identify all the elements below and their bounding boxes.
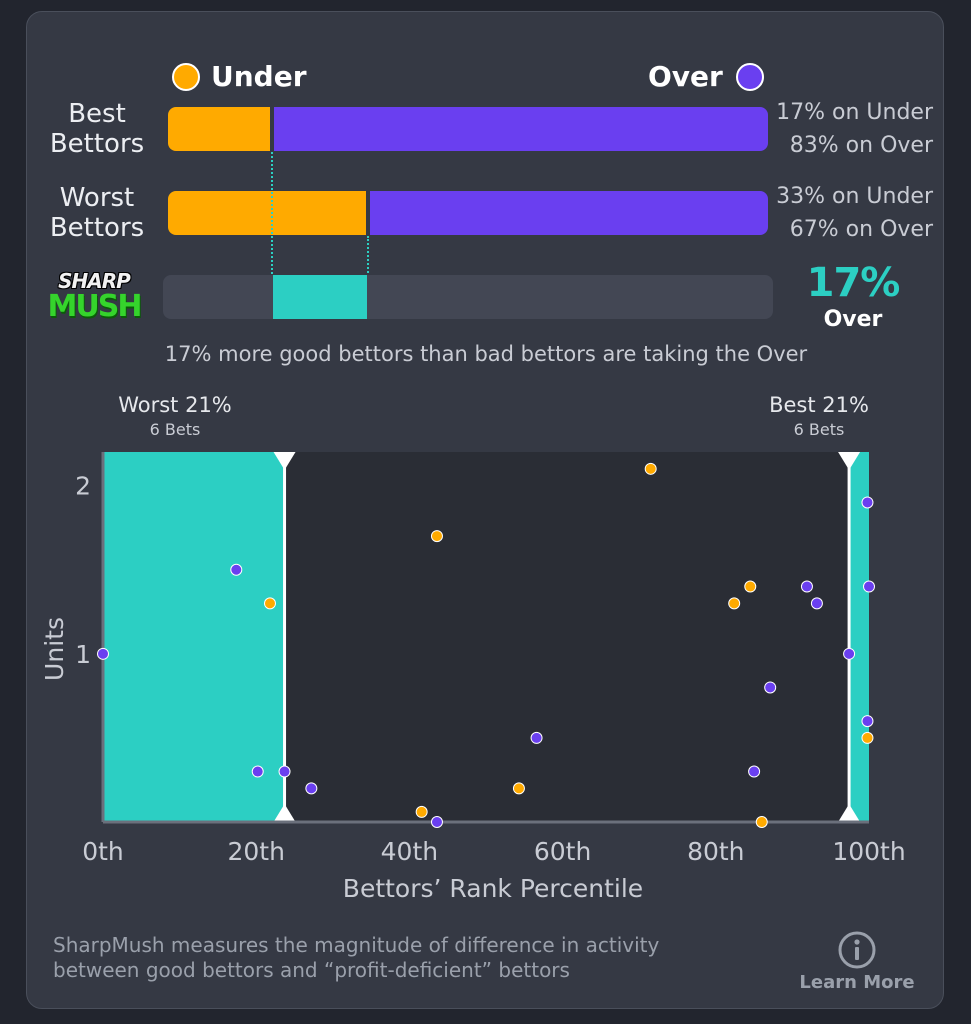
worst-bottom-handle [273,804,296,822]
sharpmush-logo-top: SHARP [58,269,131,293]
y-tick-label: 1 [75,640,91,669]
over-point [230,563,243,576]
under-point [728,597,741,610]
footer-line2: between good bettors and “profit-deficie… [53,958,570,982]
best-bettors-label: Best Bettors [37,99,157,159]
best-label-line1: Best [68,99,126,129]
best-bar-gap [270,107,274,151]
x-axis-title: Bettors’ Rank Percentile [343,874,643,903]
over-point [764,681,777,694]
under-point [644,462,657,475]
worst-region-sublabel: 6 Bets [150,420,201,439]
info-icon [838,931,876,969]
under-legend-dot [172,63,200,91]
worst-region-label: Worst 21% [118,393,232,417]
sharpmush-track [163,275,773,319]
best-bettors-bar [168,107,768,151]
over-legend-label: Over [648,60,723,93]
worst-region [103,452,285,822]
over-point [530,731,543,744]
over-point [430,816,443,828]
over-point [278,765,291,778]
over-point [863,580,875,593]
sharpmush-card: Under Over Best Bettors 17% on Under 83%… [26,11,944,1009]
x-tick-label: 80th [687,837,744,866]
worst-over-segment [370,191,768,235]
best-bettors-pct: 17% on Under 83% on Over [763,96,933,162]
under-point [430,530,443,543]
best-label-line2: Bettors [49,129,145,159]
worst-bar-gap [366,191,370,235]
over-point [97,647,109,660]
worst-label-line2: Bettors [49,213,145,243]
sharpmush-logo-bottom: MUSH [47,289,143,324]
footer-description: SharpMush measures the magnitude of diff… [53,933,773,983]
best-bottom-handle [838,804,861,822]
worst-under-text: 33% on Under [776,184,933,209]
best-split-connector [271,152,273,302]
x-tick-label: 100th [832,837,905,866]
worst-over-text: 67% on Over [789,217,933,242]
over-point [305,782,318,795]
over-point [861,496,874,509]
under-point [861,731,874,744]
worst-bettors-pct: 33% on Under 67% on Over [763,180,933,246]
over-point [861,715,874,728]
footer-line1: SharpMush measures the magnitude of diff… [53,933,660,957]
learn-more-button[interactable]: Learn More [797,930,917,996]
under-point [512,782,525,795]
worst-bettors-bar [168,191,768,235]
over-point [251,765,264,778]
over-point [810,597,823,610]
x-tick-label: 60th [534,837,591,866]
over-point [843,647,856,660]
worst-bettors-label: Worst Bettors [37,183,157,243]
sharpmush-value: 17% [806,260,901,306]
worst-top-handle [273,452,296,470]
over-legend-dot [736,63,764,91]
under-point [415,805,428,818]
best-region [849,452,869,822]
worst-label-line1: Worst [59,183,135,213]
best-region-label: Best 21% [769,393,869,417]
best-over-segment [274,107,768,151]
best-under-text: 17% on Under [776,100,933,125]
y-tick-label: 2 [75,472,91,501]
x-tick-label: 20th [227,837,284,866]
x-tick-label: 0th [82,837,124,866]
under-legend-label: Under [211,60,307,93]
over-point [800,580,813,593]
y-axis-title: Units [40,617,69,681]
sharpmush-fill [273,275,367,319]
best-under-segment [168,107,270,151]
under-point [744,580,757,593]
sharpmush-direction: Over [823,307,883,332]
worst-split-connector [367,236,369,300]
rank-scatter-chart: Worst 21% 6 Bets Best 21% 6 Bets 0th 20th 40th… [40,393,906,903]
worst-under-segment [168,191,366,235]
sharpmush-logo: SHARP MUSH [35,270,153,330]
under-point [755,816,768,828]
best-top-handle [838,452,861,470]
over-point [748,765,761,778]
learn-more-label: Learn More [799,972,915,993]
under-point [263,597,276,610]
sharpmush-summary: 17% more good bettors than bad bettors a… [164,342,808,366]
best-over-text: 83% on Over [789,133,933,158]
x-tick-label: 40th [381,837,438,866]
best-region-sublabel: 6 Bets [794,420,845,439]
